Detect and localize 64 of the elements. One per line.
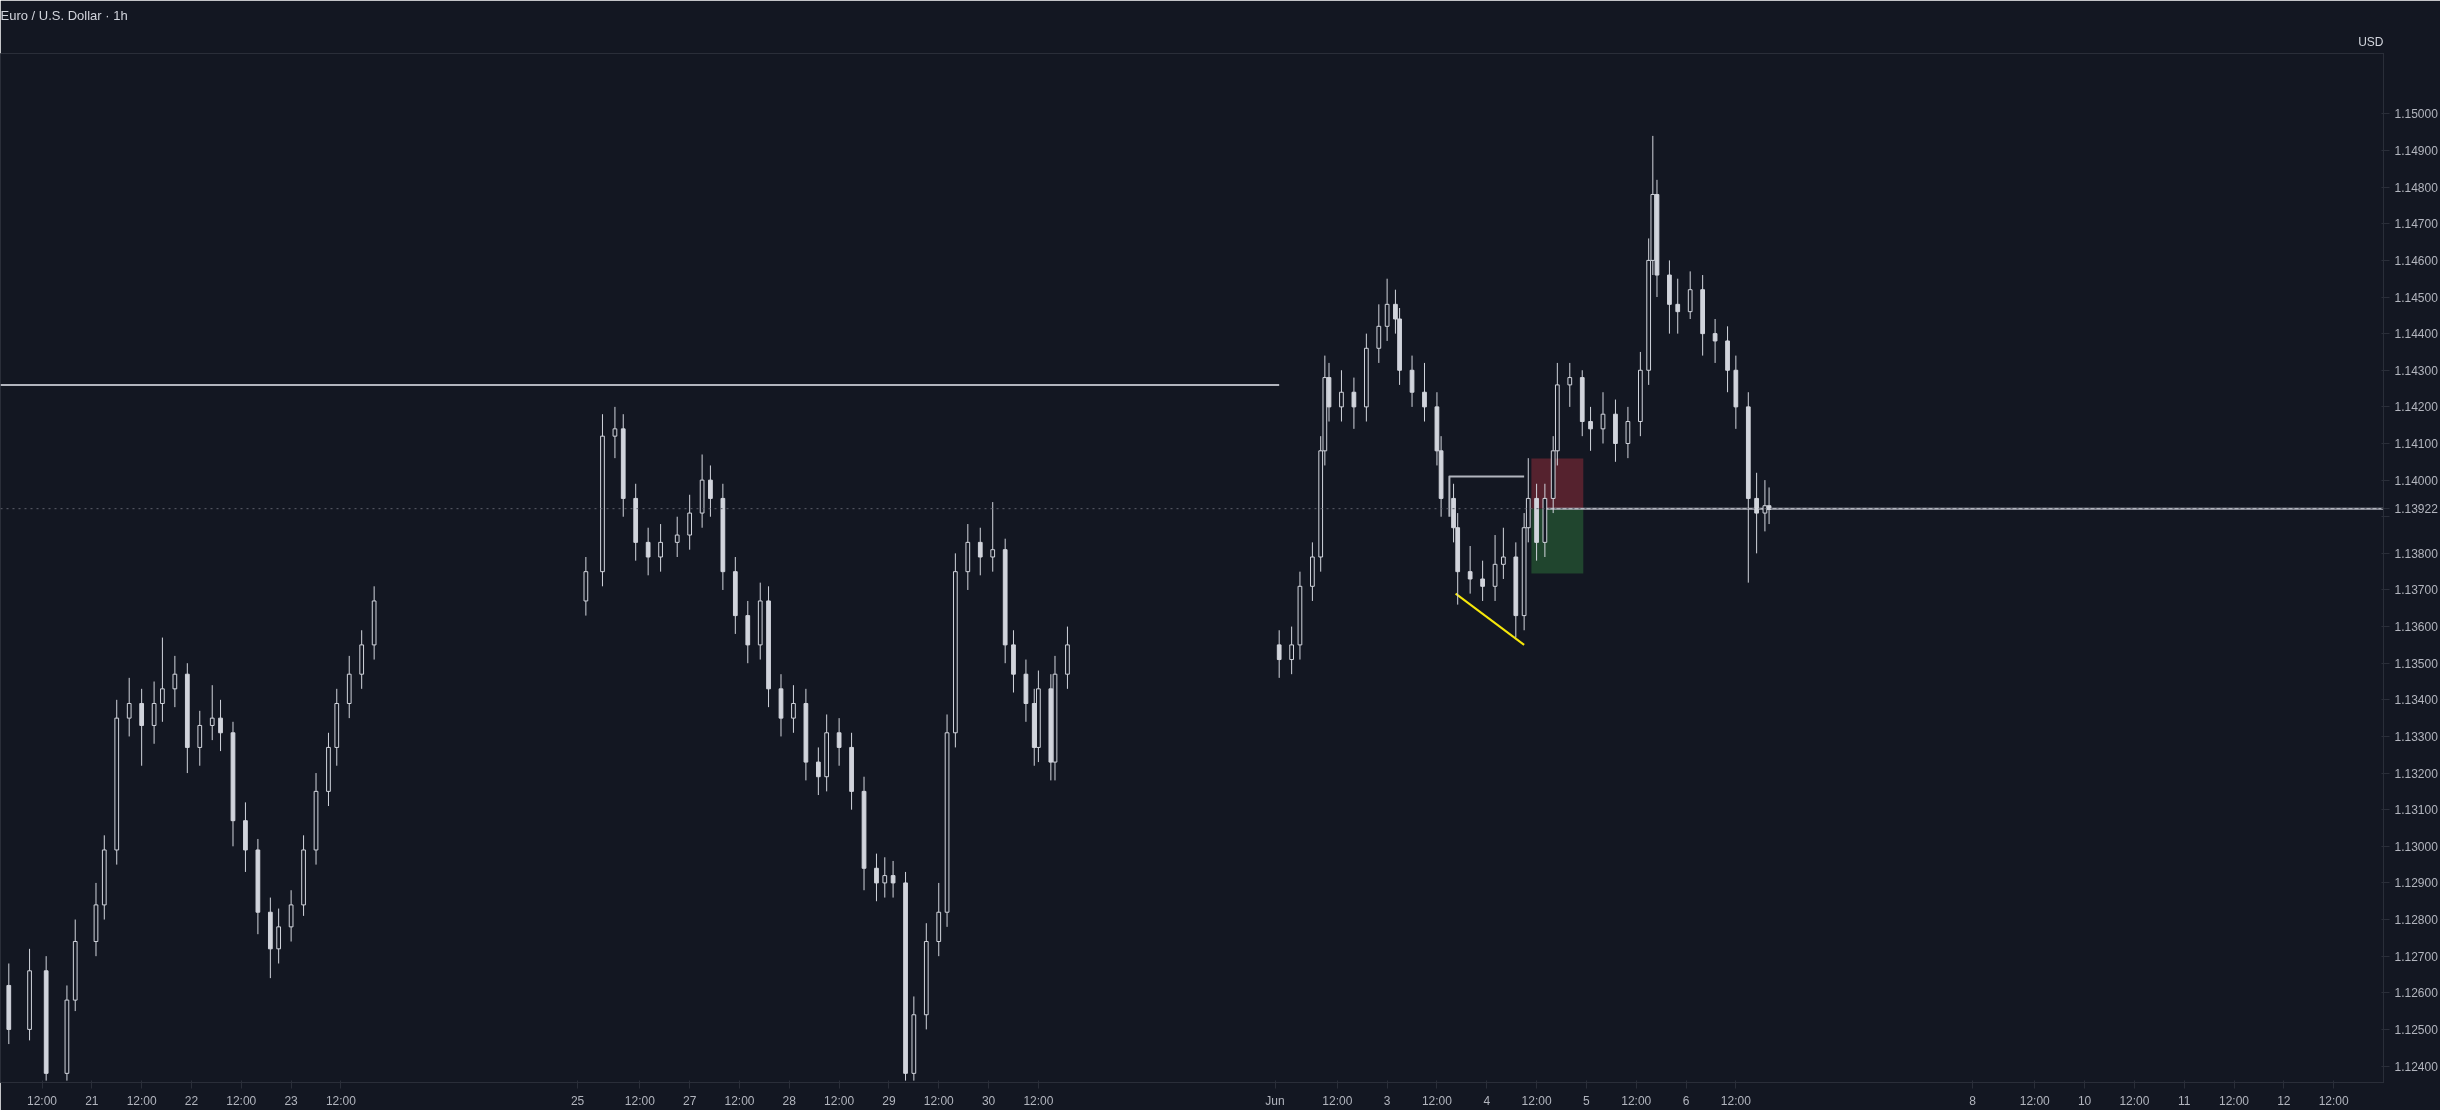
- x-tick-label: 12: [2277, 1093, 2291, 1108]
- y-tick-label: 1.13400: [2394, 693, 2439, 708]
- x-tick-label: 12:00: [2019, 1093, 2051, 1108]
- x-tick-label: 12:00: [1720, 1093, 1752, 1108]
- y-tick-label: 1.13600: [2394, 620, 2439, 635]
- x-tick-label: 12:00: [1621, 1093, 1652, 1108]
- y-tick-label: 1.13500: [2394, 656, 2439, 671]
- y-tick-label: 1.14800: [2394, 180, 2439, 195]
- x-tick-label: 12:00: [1521, 1093, 1552, 1108]
- x-tick-label: 27: [682, 1093, 697, 1108]
- y-tick-label: 1.14200: [2394, 400, 2439, 415]
- chart-title: Euro / U.S. Dollar · 1h: [0, 7, 128, 23]
- x-tick-label: 5: [1583, 1093, 1591, 1108]
- x-tick-label: 29: [882, 1093, 896, 1108]
- x-tick-label: 21: [85, 1093, 99, 1108]
- y-tick-label: 1.13100: [2394, 803, 2439, 818]
- y-tick-label: 1.12800: [2394, 913, 2439, 928]
- x-tick-label: 12:00: [126, 1093, 157, 1108]
- ref-line-label: 1.13922: [2394, 502, 2439, 517]
- x-tick-label: 12:00: [27, 1093, 58, 1108]
- x-tick-label: 23: [284, 1093, 299, 1108]
- x-tick-label: 6: [1682, 1093, 1690, 1108]
- x-tick-label: Jun: [1265, 1093, 1285, 1108]
- x-tick-label: 28: [782, 1093, 797, 1108]
- x-tick-label: 12:00: [325, 1093, 357, 1108]
- y-tick-label: 1.13800: [2394, 546, 2439, 561]
- y-tick-label: 1.14000: [2394, 473, 2439, 488]
- x-tick-label: 11: [2178, 1093, 2191, 1108]
- x-tick-label: 4: [1483, 1093, 1491, 1108]
- y-tick-label: 1.14500: [2394, 290, 2439, 305]
- y-tick-label: 1.14600: [2394, 253, 2439, 268]
- y-tick-label: 1.12700: [2394, 949, 2439, 964]
- y-tick-label: 1.13700: [2394, 583, 2439, 598]
- y-tick-label: 1.14900: [2394, 144, 2439, 159]
- y-tick-label: 1.12500: [2394, 1022, 2439, 1037]
- y-tick-label: 1.14400: [2394, 327, 2439, 342]
- x-tick-label: 25: [570, 1093, 585, 1108]
- y-tick-label: 1.12900: [2394, 876, 2439, 891]
- y-tick-label: 1.12400: [2394, 1059, 2439, 1074]
- x-tick-label: 12:00: [624, 1093, 656, 1108]
- y-tick-label: 1.14100: [2394, 436, 2439, 451]
- x-tick-label: 3: [1383, 1093, 1391, 1108]
- x-tick-label: 12:00: [1322, 1093, 1353, 1108]
- x-tick-label: 12:00: [1023, 1093, 1054, 1108]
- y-tick-label: 1.14700: [2394, 217, 2439, 232]
- y-tick-label: 1.14300: [2394, 363, 2439, 378]
- x-tick-label: 12:00: [2119, 1093, 2150, 1108]
- y-tick-label: 1.12600: [2394, 986, 2439, 1001]
- x-tick-label: 12:00: [923, 1093, 955, 1108]
- y-tick-label: 1.13000: [2394, 839, 2439, 854]
- x-tick-label: 12:00: [2318, 1093, 2350, 1108]
- x-tick-label: 12:00: [1421, 1093, 1453, 1108]
- x-tick-label: 12:00: [824, 1093, 855, 1108]
- x-tick-label: 22: [184, 1093, 199, 1108]
- text: USD: [2358, 34, 2384, 49]
- x-tick-label: 12:00: [2219, 1093, 2250, 1108]
- x-tick-label: 10: [2077, 1093, 2092, 1108]
- x-tick-label: 12:00: [226, 1093, 257, 1108]
- y-tick-label: 1.13300: [2394, 729, 2439, 744]
- x-tick-label: 30: [981, 1093, 996, 1108]
- y-tick-label: 1.15000: [2394, 107, 2439, 122]
- y-tick-label: 1.13200: [2394, 766, 2439, 781]
- x-tick-label: 8: [1969, 1093, 1977, 1108]
- x-tick-label: 12:00: [724, 1093, 755, 1108]
